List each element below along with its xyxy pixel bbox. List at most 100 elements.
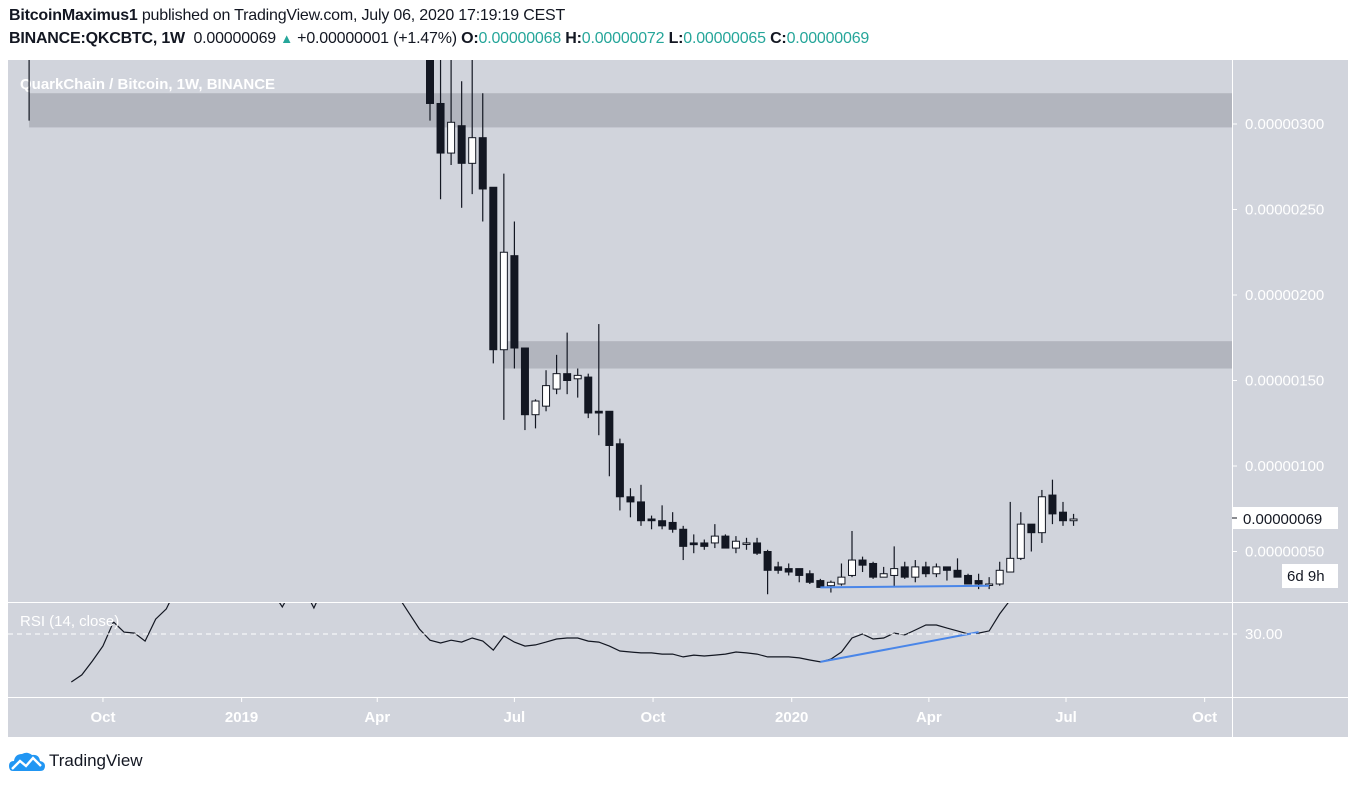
candle-body: [531, 400, 540, 416]
candle: [478, 93, 487, 222]
candle: [658, 505, 667, 530]
candle-body: [1069, 518, 1078, 522]
candle: [510, 221, 519, 369]
candle: [879, 566, 888, 578]
current-price-label: 0.00000069: [1243, 511, 1322, 528]
candle: [753, 537, 762, 555]
resistance-zone: [503, 341, 1232, 369]
price-change: +0.00000001 (+1.47%): [297, 30, 457, 47]
candle-body: [942, 566, 951, 571]
tradingview-cloud-icon: [9, 752, 45, 771]
candle: [848, 530, 856, 578]
brand-name: TradingView: [49, 751, 143, 770]
candle: [710, 524, 719, 549]
candle: [890, 546, 899, 588]
time-tick-label: Apr: [916, 709, 942, 726]
candle: [1006, 501, 1015, 573]
candle: [858, 556, 867, 573]
candle: [1037, 489, 1046, 543]
time-tick-label: Jul: [504, 709, 526, 726]
candle: [816, 578, 825, 588]
candle: [436, 60, 445, 200]
candle: [805, 570, 814, 584]
candle-body: [1037, 496, 1046, 534]
open-value: 0.00000068: [478, 30, 562, 47]
candle-body: [1027, 523, 1036, 534]
candle: [721, 534, 730, 549]
high-value: 0.00000072: [581, 30, 665, 47]
candle-body: [1048, 494, 1057, 515]
time-tick-label: 2020: [775, 709, 808, 726]
candle: [647, 515, 656, 530]
candle: [869, 561, 878, 579]
candle: [742, 537, 751, 550]
candle-body: [858, 559, 867, 566]
candle-body: [816, 580, 825, 588]
candle-body: [679, 528, 688, 547]
low-value: 0.00000065: [683, 30, 766, 47]
candle: [932, 563, 941, 578]
candle-body: [689, 542, 698, 546]
tradingview-logo[interactable]: TradingView: [9, 750, 143, 772]
candle-body: [478, 137, 487, 190]
candle-body: [911, 566, 920, 578]
candle: [637, 484, 645, 526]
chart-background: [8, 60, 1348, 737]
candle: [900, 561, 909, 579]
price-tick-label: 0.00000300: [1245, 116, 1324, 133]
price-tick-label: 0.00000150: [1245, 373, 1324, 390]
candle-body: [995, 569, 1004, 585]
candle-body: [837, 576, 846, 585]
candle-body: [742, 542, 751, 545]
rsi-level-label: 30.00: [1245, 626, 1283, 643]
candle: [1048, 479, 1057, 525]
candle-body: [700, 542, 709, 547]
candle: [1059, 501, 1067, 526]
candle-body: [710, 535, 719, 544]
publish-info: BitcoinMaximus1 published on TradingView…: [9, 7, 565, 25]
candle: [594, 324, 603, 436]
candle-body: [1016, 523, 1025, 559]
candle: [795, 568, 804, 583]
candle-body: [605, 410, 614, 446]
candle: [531, 399, 540, 429]
candle: [784, 563, 793, 576]
candle: [837, 563, 846, 586]
candle-body: [953, 569, 962, 578]
time-tick-label: Oct: [641, 709, 666, 726]
candle: [457, 81, 466, 208]
price-tick-label: 0.00000250: [1245, 202, 1324, 219]
candle-body: [594, 410, 603, 414]
countdown-label: 6d 9h: [1287, 568, 1325, 585]
candle: [942, 566, 951, 581]
price-tick-label: 0.00000100: [1245, 458, 1324, 475]
open-label: O:: [461, 30, 479, 47]
candle: [468, 60, 477, 195]
candle-body: [573, 374, 582, 380]
candle-body: [447, 121, 456, 154]
candle-body: [626, 496, 635, 503]
rsi-label: RSI (14, close): [20, 613, 119, 630]
candle: [552, 354, 561, 395]
candle-body: [974, 580, 983, 585]
candle-body: [774, 566, 783, 571]
low-label: L:: [668, 30, 684, 47]
candle: [1016, 512, 1025, 561]
candle-body: [637, 501, 645, 522]
candle-body: [457, 125, 466, 164]
chart-title: QuarkChain / Bitcoin, 1W, BINANCE: [20, 76, 275, 93]
candle: [668, 512, 677, 533]
time-tick-label: 2019: [225, 709, 258, 726]
candle: [584, 373, 593, 419]
candle-body: [563, 373, 572, 382]
author-name[interactable]: BitcoinMaximus1: [9, 7, 138, 24]
candle-body: [499, 251, 508, 351]
candle: [499, 173, 508, 420]
candle-body: [869, 562, 878, 578]
close-label: C:: [770, 30, 787, 47]
candle-body: [520, 347, 529, 416]
candle-body: [510, 255, 519, 349]
symbol-label: BINANCE:QKCBTC, 1W: [9, 30, 185, 47]
price-tick-label: 0.00000200: [1245, 287, 1324, 304]
